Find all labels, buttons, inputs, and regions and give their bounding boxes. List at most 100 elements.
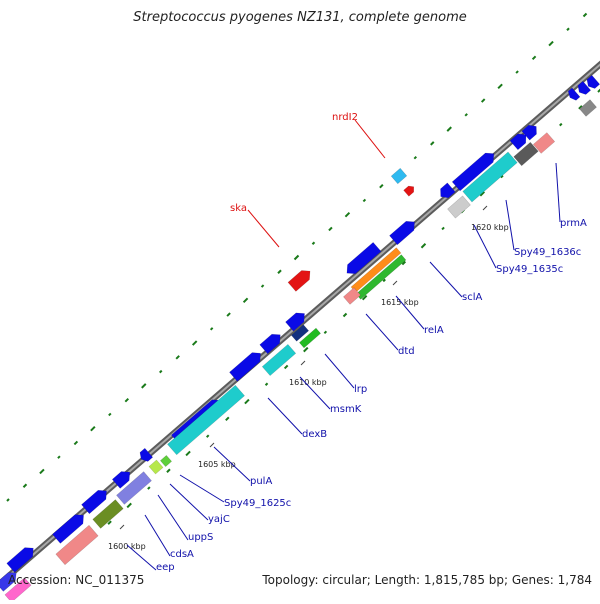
tick-mark	[209, 442, 215, 448]
gc-dot-inner	[500, 174, 504, 179]
cds-feature-blue[interactable]	[259, 330, 284, 355]
nrdI2-feature[interactable]	[390, 167, 408, 185]
ska-feature[interactable]	[287, 267, 314, 292]
gc-dot-outer	[293, 254, 300, 261]
green-feature[interactable]	[160, 455, 172, 467]
salmon-feature[interactable]	[343, 287, 361, 305]
gc-dot-outer	[277, 269, 282, 274]
gene-leader-line	[179, 474, 225, 503]
gene-label-Spy49_1625c[interactable]: Spy49_1625c	[224, 498, 291, 509]
gc-dot-outer	[531, 55, 537, 61]
pink-feature[interactable]	[4, 577, 32, 603]
red-feature[interactable]	[403, 184, 417, 197]
gene-label-lrp[interactable]: lrp	[354, 384, 367, 395]
gc-dot-outer	[379, 183, 384, 189]
gene-label-cdsA[interactable]: cdsA	[170, 549, 194, 560]
gene-leader-line	[365, 313, 399, 351]
olive-feature[interactable]	[92, 499, 124, 529]
cds-feature-blue[interactable]	[437, 182, 456, 201]
gc-dot-inner	[264, 382, 269, 386]
gene-leader-line	[324, 353, 355, 389]
gc-dot-outer	[548, 40, 554, 47]
cds-feature-blue[interactable]	[111, 468, 133, 489]
cds-feature-blue[interactable]	[137, 447, 154, 464]
gc-dot-inner	[441, 226, 445, 231]
salmon-feature[interactable]	[55, 524, 99, 566]
purple-feature[interactable]	[116, 471, 152, 505]
green-feature[interactable]	[299, 327, 321, 349]
gc-dot-outer	[6, 498, 10, 502]
cds-feature-blue[interactable]	[285, 309, 309, 332]
gc-dot-outer	[464, 113, 468, 117]
cyan-feature[interactable]	[167, 384, 245, 456]
gc-dot-outer	[430, 141, 435, 146]
cds-feature-blue[interactable]	[0, 569, 20, 592]
cds-feature-blue[interactable]	[575, 80, 592, 97]
gene-label-nrdI2[interactable]: nrdI2	[332, 112, 358, 123]
cds-feature-blue[interactable]	[566, 87, 581, 102]
gene-label-pulA[interactable]: pulA	[250, 476, 272, 487]
gc-dot-inner	[147, 486, 151, 490]
gene-label-yajC[interactable]: yajC	[208, 514, 230, 525]
navy-feature[interactable]	[290, 324, 310, 342]
gc-content-dots	[6, 12, 600, 542]
gc-dot-outer	[260, 284, 265, 288]
gene-label-prmA[interactable]: prmA	[560, 218, 587, 229]
gene-leader-line	[144, 514, 171, 557]
gene-label-Spy49_1635c[interactable]: Spy49_1635c	[496, 264, 563, 275]
gene-leader-line	[473, 224, 497, 269]
cds-feature-blue[interactable]	[229, 349, 264, 382]
cds-feature-blue[interactable]	[343, 241, 382, 277]
gene-label-relA[interactable]: relA	[424, 325, 444, 336]
gene-label-dexB[interactable]: dexB	[302, 429, 327, 440]
gc-dot-inner	[323, 330, 328, 335]
cds-feature-blue[interactable]	[52, 511, 87, 544]
tick-mark	[119, 524, 125, 530]
gc-dot-outer	[39, 468, 45, 475]
gc-dot-outer	[57, 455, 61, 459]
gene-label-Spy49_1636c[interactable]: Spy49_1636c	[514, 247, 581, 258]
tick-label: 1600 kbp	[108, 542, 146, 551]
cyan-feature[interactable]	[261, 343, 297, 377]
gene-leader-line	[505, 199, 515, 251]
cds-feature-blue[interactable]	[509, 130, 530, 151]
gc-dot-outer	[362, 198, 367, 203]
cds-feature-blue[interactable]	[584, 74, 600, 91]
tick-label: 1620 kbp	[471, 223, 509, 232]
gc-dot-inner	[225, 416, 230, 422]
gc-dot-outer	[566, 27, 570, 31]
gene-label-ska[interactable]: ska	[230, 203, 247, 214]
cds-feature-blue[interactable]	[451, 149, 498, 192]
gene-label-msmK[interactable]: msmK	[330, 404, 362, 415]
salmon-feature[interactable]	[532, 132, 556, 154]
grey-feature[interactable]	[579, 99, 597, 117]
gc-dot-inner	[361, 294, 368, 301]
gc-dot-inner	[303, 346, 309, 353]
cds-feature-blue[interactable]	[521, 122, 540, 141]
gc-dot-inner	[382, 278, 386, 283]
cds-feature-blue[interactable]	[6, 544, 38, 573]
green-feature[interactable]	[148, 459, 164, 475]
gene-label-eep[interactable]: eep	[156, 562, 175, 573]
gc-dot-outer	[515, 70, 519, 74]
gene-label-sclA[interactable]: sclA	[462, 292, 482, 303]
grey-feature[interactable]	[447, 195, 471, 219]
gene-label-uppS[interactable]: uppS	[188, 532, 213, 543]
gene-label-dtd[interactable]: dtd	[398, 346, 415, 357]
darkgrey-feature[interactable]	[513, 141, 539, 167]
gene-leader-line	[354, 119, 386, 159]
tick-label: 1615 kbp	[381, 298, 419, 307]
tick-mark	[482, 205, 488, 211]
cyan-feature[interactable]	[462, 151, 518, 203]
cds-feature-blue[interactable]	[81, 486, 110, 515]
gene-leader-line	[267, 397, 303, 435]
gc-dot-outer	[446, 126, 452, 132]
gc-dot-inner	[205, 434, 210, 438]
cds-feature-blue[interactable]	[389, 217, 418, 246]
gc-dot-outer	[242, 297, 249, 304]
gc-dot-outer	[226, 312, 231, 317]
gc-dot-inner	[578, 105, 583, 110]
gene-leader-line	[299, 376, 331, 410]
